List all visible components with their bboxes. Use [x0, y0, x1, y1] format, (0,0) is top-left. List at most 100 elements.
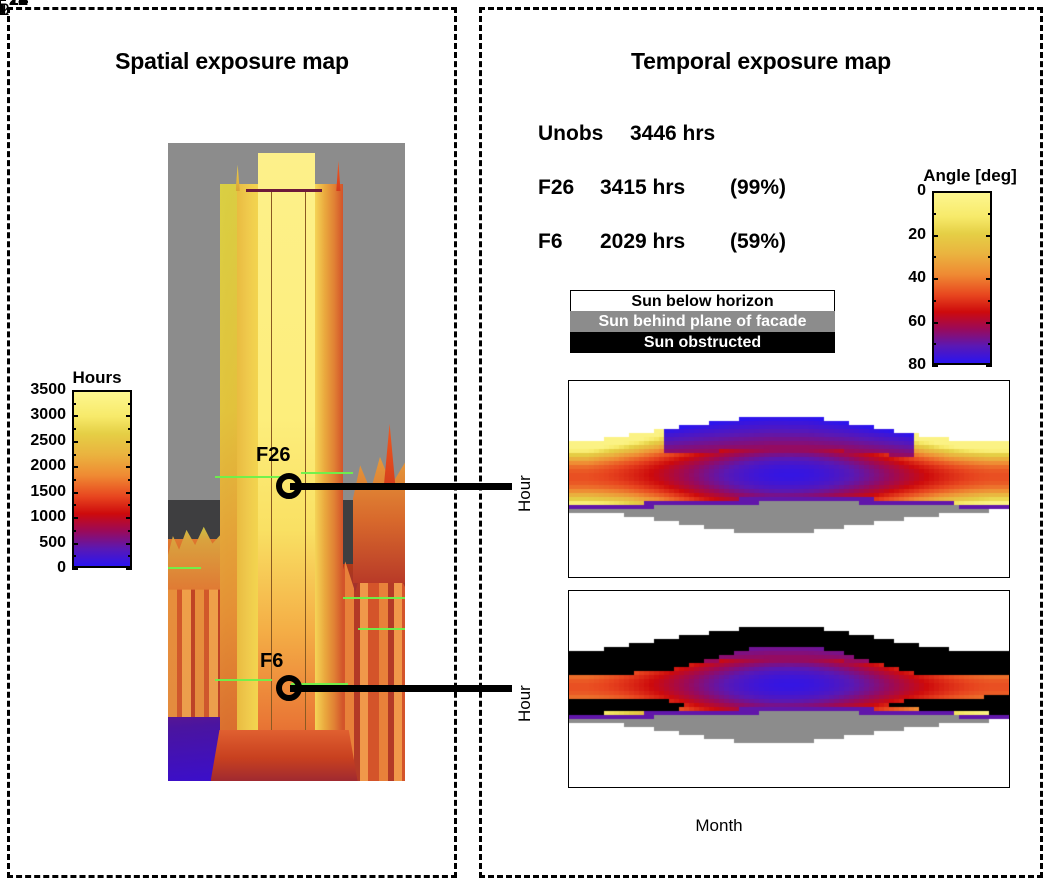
colorbar-minor-tick [128, 529, 132, 532]
y-tick-label: 24 [0, 0, 28, 10]
colorbar-minor-tick [988, 212, 992, 215]
x-tick-label: 2 [0, 0, 5, 20]
leader-line-f6 [290, 685, 512, 692]
colorbar-minor-tick [988, 191, 992, 193]
colorbar-minor-tick [988, 234, 992, 237]
colorbar-minor-tick [72, 440, 76, 443]
x-tick [0, 0, 1, 6]
spatial-panel-title: Spatial exposure map [115, 48, 349, 74]
colorbar-minor-tick [72, 466, 76, 469]
colorbar-minor-tick [932, 321, 936, 324]
colorbar-minor-tick [72, 453, 76, 456]
colorbar-minor-tick [128, 542, 132, 545]
y-tick-label: 12 [0, 0, 28, 10]
colorbar-minor-tick [128, 428, 132, 431]
y-tick-label: 16 [0, 0, 28, 10]
y-tick-label: 20 [0, 0, 28, 10]
colorbar-minor-tick [988, 343, 992, 346]
floor-line [215, 678, 273, 681]
tower-edge-left [271, 190, 273, 778]
colorbar-minor-tick [128, 504, 132, 507]
x-tick-label: 11 [0, 0, 9, 19]
colorbar-minor-tick [988, 321, 992, 324]
angle-colorbar-title: Angle [deg] [923, 166, 1017, 185]
colorbar-minor-tick [72, 415, 76, 418]
colorbar-tick-label: 1500 [30, 482, 66, 500]
tower-left-facade-shadowed [220, 184, 237, 781]
stat-hours: 3446 hrs [630, 122, 716, 145]
stat-hours: 3415 hrs [600, 176, 686, 199]
colorbar-tick-label: 0 [917, 182, 926, 199]
colorbar-minor-tick [72, 529, 76, 532]
x-tick-label: 1 [0, 0, 5, 20]
x-tick-label: 3 [0, 0, 5, 20]
colorbar-minor-tick [128, 479, 132, 481]
stat-name: F26 [538, 176, 575, 199]
x-axis-label-month: Month [695, 816, 743, 835]
colorbar-minor-tick [72, 517, 76, 520]
temporal-heatmap-obstructed[interactable] [568, 590, 1010, 788]
colorbar-minor-tick [932, 299, 936, 302]
stat-hours: 2029 hrs [600, 230, 686, 253]
leader-line-f26 [290, 483, 512, 490]
stat-percent [760, 122, 850, 146]
colorbar-minor-tick [128, 568, 132, 570]
legend-row-behind-facade: Sun behind plane of facade [570, 311, 835, 332]
temporal-panel-title: Temporal exposure map [631, 48, 891, 74]
exposure-statistics: Unobs 3446 hrs F26 3415 hrs (99%) F6 202… [538, 122, 868, 284]
colorbar-minor-tick [988, 299, 992, 302]
colorbar-minor-tick [72, 504, 76, 507]
hours-colorbar [72, 390, 132, 568]
stat-row: F26 3415 hrs (99%) [538, 176, 868, 200]
colorbar-tick-label: 3000 [30, 406, 66, 424]
x-tick-label: 4 [0, 0, 5, 20]
colorbar-minor-tick [932, 278, 936, 280]
colorbar-minor-tick [128, 466, 132, 469]
colorbar-minor-tick [988, 278, 992, 280]
y-tick-label: 24 [0, 0, 28, 10]
tower-podium [210, 729, 358, 781]
colorbar-minor-tick [72, 568, 76, 570]
colorbar-minor-tick [128, 415, 132, 418]
x-tick-label: 8 [0, 0, 5, 20]
colorbar-minor-tick [128, 517, 132, 520]
colorbar-minor-tick [128, 555, 132, 558]
hours-colorbar-title: Hours [72, 368, 122, 387]
colorbar-minor-tick [128, 390, 132, 392]
spatial-panel [7, 7, 457, 878]
floor-line [300, 471, 353, 474]
colorbar-minor-tick [128, 402, 132, 405]
sun-condition-legend: Sun below horizon Sun behind plane of fa… [570, 290, 835, 353]
colorbar-tick-label: 1000 [30, 508, 66, 526]
x-tick-label: 10 [0, 0, 10, 19]
x-tick-label: 7 [0, 0, 5, 20]
y-tick-label: 8 [0, 0, 28, 10]
tower-right-facade [314, 184, 344, 781]
colorbar-minor-tick [72, 542, 76, 545]
colorbar-minor-tick [72, 479, 76, 481]
floor-line [215, 476, 282, 479]
colorbar-minor-tick [128, 440, 132, 443]
antenna-right-icon [336, 160, 341, 192]
colorbar-tick-label: 2000 [30, 457, 66, 475]
marker-ring-f6[interactable] [276, 675, 302, 701]
x-tick-label: 6 [0, 0, 5, 20]
stat-name: Unobs [538, 122, 604, 145]
colorbar-minor-tick [988, 256, 992, 259]
marker-label-f6: F6 [260, 650, 284, 672]
colorbar-tick-label: 60 [908, 312, 926, 330]
legend-row-below-horizon: Sun below horizon [570, 290, 835, 311]
x-tick-label: 12 [0, 0, 10, 19]
y-tick-label: 16 [0, 0, 28, 10]
floor-line [357, 627, 405, 630]
colorbar-minor-tick [72, 491, 76, 494]
y-tick-label: 8 [0, 0, 28, 10]
marker-ring-f26[interactable] [276, 473, 302, 499]
y-tick-label: 4 [0, 0, 28, 10]
y-tick-label: 12 [0, 0, 28, 10]
y-tick-label: 20 [0, 0, 28, 10]
colorbar-minor-tick [988, 365, 992, 367]
context-buildings-right-far [352, 456, 405, 584]
temporal-heatmap-unobstructed[interactable] [568, 380, 1010, 578]
x-tick-label: 5 [0, 0, 5, 20]
